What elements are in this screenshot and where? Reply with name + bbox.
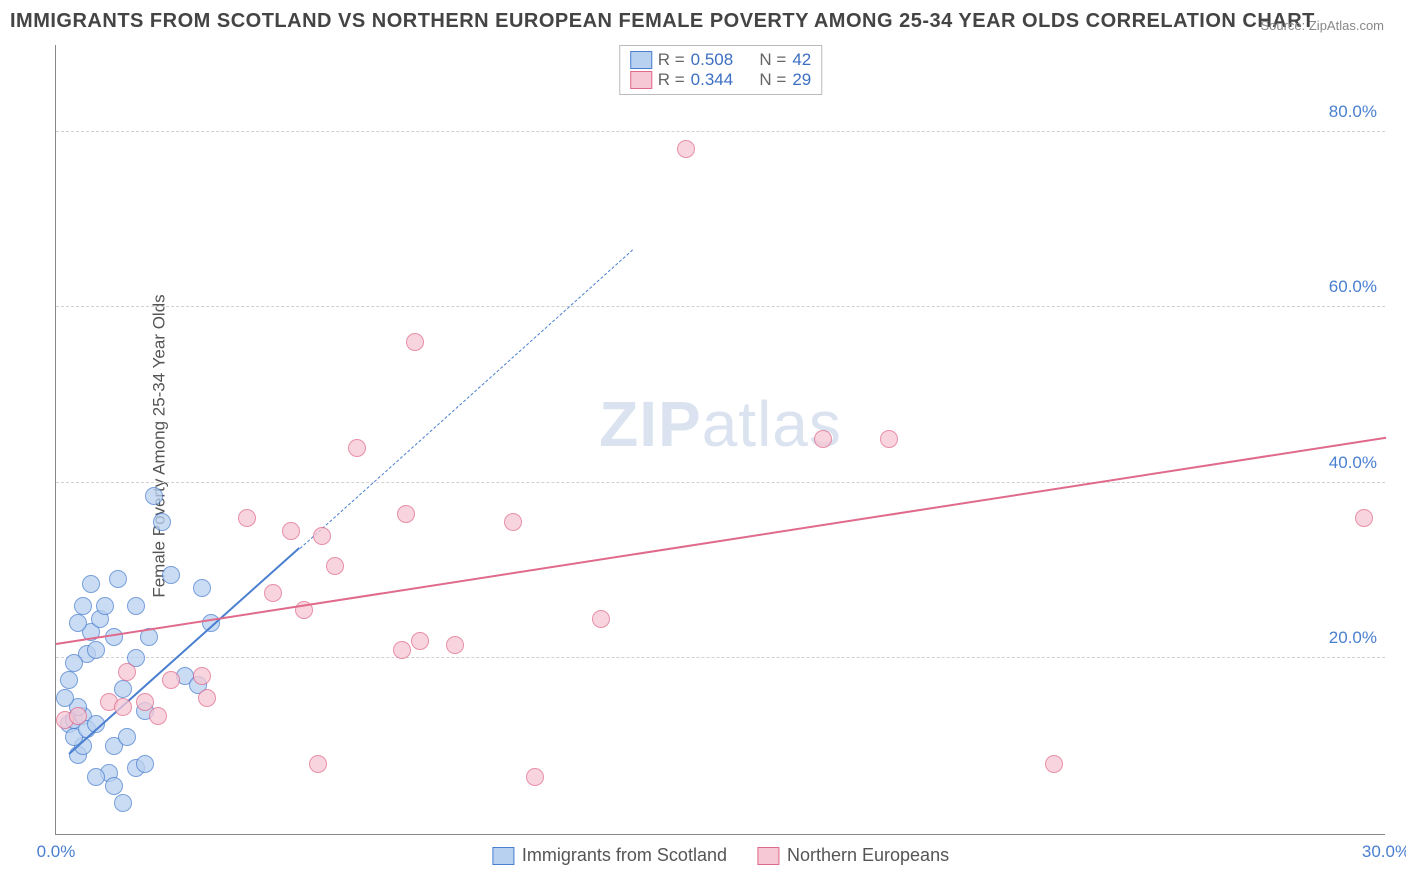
data-point	[1355, 509, 1373, 527]
gridline	[56, 657, 1385, 658]
data-point	[74, 597, 92, 615]
data-point	[60, 671, 78, 689]
data-point	[109, 570, 127, 588]
legend-item: Immigrants from Scotland	[492, 845, 727, 866]
data-point	[162, 566, 180, 584]
legend-label: Immigrants from Scotland	[522, 845, 727, 866]
data-point	[411, 632, 429, 650]
data-point	[814, 430, 832, 448]
gridline	[56, 482, 1385, 483]
legend-label: Northern Europeans	[787, 845, 949, 866]
data-point	[153, 513, 171, 531]
data-point	[264, 584, 282, 602]
source-credit: Source: ZipAtlas.com	[1260, 18, 1384, 33]
y-tick-label: 80.0%	[1329, 102, 1387, 122]
data-point	[114, 794, 132, 812]
correlation-legend: R = 0.508 N = 42R = 0.344 N = 29	[619, 45, 823, 95]
data-point	[397, 505, 415, 523]
data-point	[193, 667, 211, 685]
data-point	[136, 755, 154, 773]
data-point	[162, 671, 180, 689]
data-point	[592, 610, 610, 628]
data-point	[105, 777, 123, 795]
chart-title: IMMIGRANTS FROM SCOTLAND VS NORTHERN EUR…	[10, 10, 1315, 33]
data-point	[69, 614, 87, 632]
y-tick-label: 60.0%	[1329, 277, 1387, 297]
data-point	[446, 636, 464, 654]
data-point	[56, 689, 74, 707]
data-point	[393, 641, 411, 659]
data-point	[69, 707, 87, 725]
y-tick-label: 40.0%	[1329, 453, 1387, 473]
data-point	[118, 728, 136, 746]
data-point	[145, 487, 163, 505]
data-point	[65, 654, 83, 672]
data-point	[282, 522, 300, 540]
legend-row: R = 0.344 N = 29	[630, 70, 812, 90]
legend-swatch-icon	[630, 51, 652, 69]
legend-row: R = 0.508 N = 42	[630, 50, 812, 70]
data-point	[114, 698, 132, 716]
x-tick-label: 0.0%	[37, 842, 76, 862]
watermark: ZIPatlas	[599, 387, 842, 461]
trend-line	[56, 437, 1386, 645]
legend-swatch-icon	[757, 847, 779, 865]
gridline	[56, 306, 1385, 307]
data-point	[87, 768, 105, 786]
data-point	[348, 439, 366, 457]
data-point	[1045, 755, 1063, 773]
data-point	[96, 597, 114, 615]
data-point	[313, 527, 331, 545]
data-point	[238, 509, 256, 527]
data-point	[114, 680, 132, 698]
data-point	[309, 755, 327, 773]
data-point	[406, 333, 424, 351]
data-point	[127, 597, 145, 615]
scatter-plot: ZIPatlas R = 0.508 N = 42R = 0.344 N = 2…	[55, 45, 1385, 835]
data-point	[504, 513, 522, 531]
data-point	[82, 575, 100, 593]
data-point	[193, 579, 211, 597]
data-point	[880, 430, 898, 448]
x-tick-label: 30.0%	[1362, 842, 1406, 862]
legend-swatch-icon	[630, 71, 652, 89]
series-legend: Immigrants from Scotland Northern Europea…	[492, 845, 949, 866]
data-point	[118, 663, 136, 681]
gridline	[56, 131, 1385, 132]
data-point	[149, 707, 167, 725]
legend-swatch-icon	[492, 847, 514, 865]
legend-item: Northern Europeans	[757, 845, 949, 866]
data-point	[326, 557, 344, 575]
trend-line	[299, 249, 632, 548]
data-point	[677, 140, 695, 158]
data-point	[87, 641, 105, 659]
data-point	[526, 768, 544, 786]
y-tick-label: 20.0%	[1329, 628, 1387, 648]
data-point	[198, 689, 216, 707]
